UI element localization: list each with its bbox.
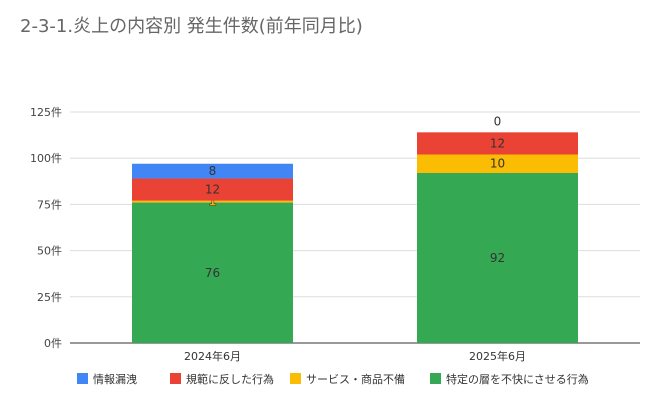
data-label: 8 <box>209 164 217 178</box>
y-tick-label: 100件 <box>30 152 62 165</box>
bar-segment <box>132 202 293 343</box>
data-label: 0 <box>494 114 502 128</box>
y-tick-label: 0件 <box>44 337 62 350</box>
chart-title: 2-3-1.炎上の内容別 発生件数(前年同月比) <box>20 16 363 37</box>
legend-swatch <box>170 373 181 384</box>
bar-segment <box>417 132 578 155</box>
y-tick-label: 125件 <box>30 106 62 119</box>
bar-segment <box>132 163 293 179</box>
y-tick-label: 75件 <box>37 198 62 211</box>
bar-segment <box>417 154 578 173</box>
legend-label: 規範に反した行為 <box>186 372 274 386</box>
legend-label: 特定の層を不快にさせる行為 <box>446 372 589 386</box>
x-tick-label: 2025年6月 <box>469 349 526 363</box>
legend-label: サービス・商品不備 <box>306 372 405 386</box>
bar-segment <box>132 200 293 203</box>
legend-swatch <box>77 373 88 384</box>
data-label: 12 <box>205 183 220 197</box>
y-tick-label: 50件 <box>37 245 62 258</box>
data-label: 92 <box>490 251 505 265</box>
data-label: 1 <box>208 195 216 209</box>
data-label: 10 <box>490 157 505 171</box>
data-label: 12 <box>490 136 505 150</box>
x-tick-label: 2024年6月 <box>184 349 241 363</box>
legend-label: 情報漏洩 <box>93 372 137 386</box>
y-tick-label: 25件 <box>37 291 62 304</box>
data-label: 76 <box>205 266 220 280</box>
legend-swatch <box>430 373 441 384</box>
legend-swatch <box>290 373 301 384</box>
bar-segment <box>417 172 578 343</box>
bar-segment <box>132 178 293 201</box>
